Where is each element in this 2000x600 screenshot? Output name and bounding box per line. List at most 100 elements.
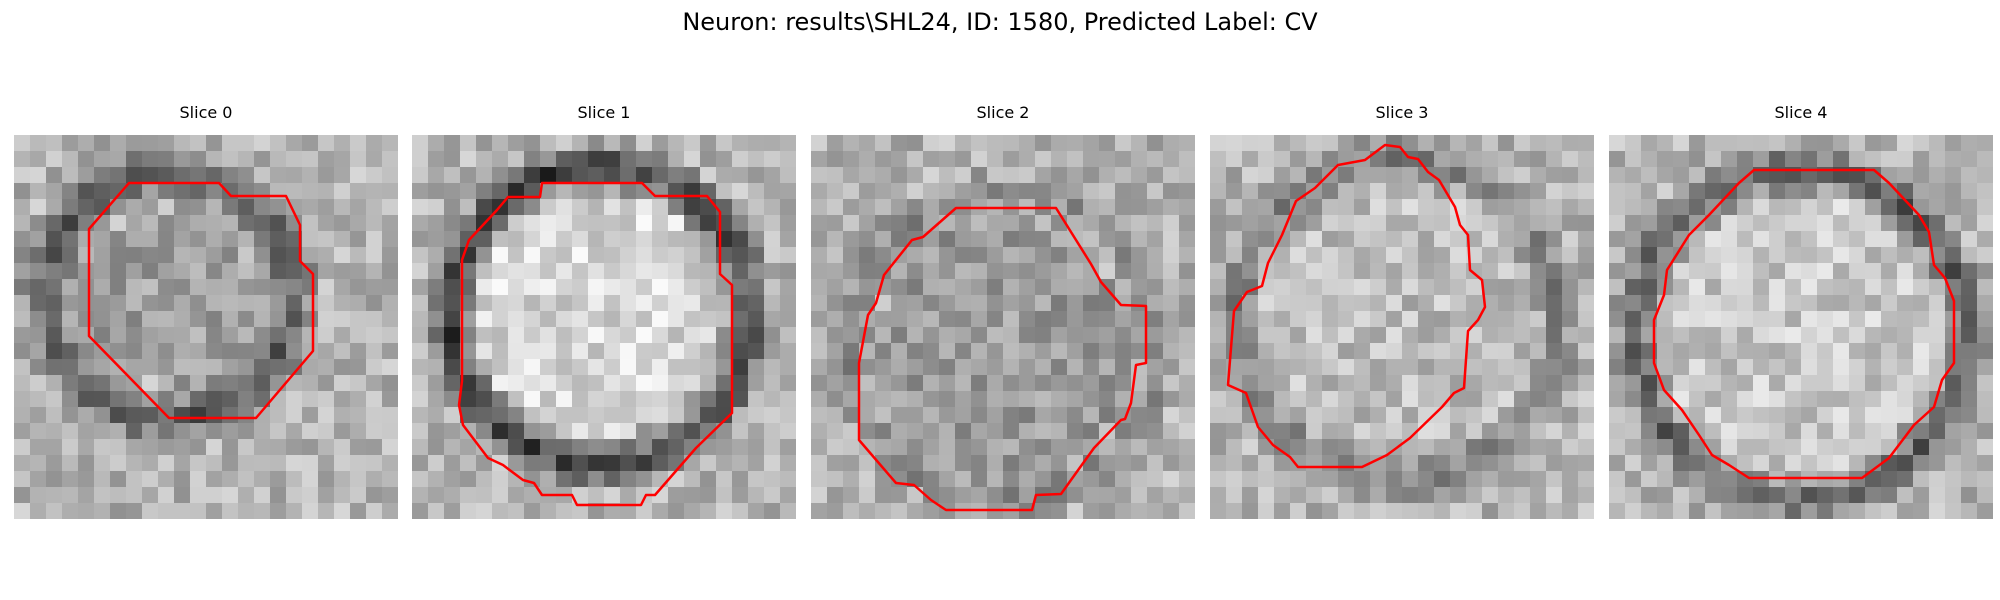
pixel xyxy=(1466,215,1482,231)
pixel xyxy=(1354,407,1370,423)
pixel xyxy=(588,151,604,167)
pixel xyxy=(110,407,126,423)
pixel xyxy=(1035,439,1051,455)
pixel xyxy=(1785,487,1801,503)
pixel xyxy=(1163,263,1179,279)
pixel xyxy=(1673,375,1689,391)
pixel xyxy=(382,263,398,279)
pixel xyxy=(1466,167,1482,183)
pixel xyxy=(827,407,843,423)
pixel xyxy=(428,311,444,327)
pixel xyxy=(1737,151,1753,167)
pixel xyxy=(780,215,796,231)
pixel xyxy=(875,439,891,455)
pixel xyxy=(1546,279,1562,295)
pixel xyxy=(891,423,907,439)
pixel xyxy=(1689,391,1705,407)
pixel xyxy=(1083,231,1099,247)
pixel xyxy=(1769,247,1785,263)
pixel xyxy=(572,311,588,327)
pixel xyxy=(1067,359,1083,375)
pixel xyxy=(1019,423,1035,439)
pixel xyxy=(923,391,939,407)
pixel xyxy=(588,471,604,487)
pixel xyxy=(1689,343,1705,359)
pixel xyxy=(732,231,748,247)
pixel xyxy=(62,327,78,343)
pixel xyxy=(1434,263,1450,279)
pixel xyxy=(1689,455,1705,471)
pixel xyxy=(1210,423,1226,439)
pixel xyxy=(1226,407,1242,423)
pixel xyxy=(174,471,190,487)
pixel xyxy=(923,183,939,199)
pixel xyxy=(1721,263,1737,279)
pixel xyxy=(1865,487,1881,503)
pixel xyxy=(1402,215,1418,231)
pixel xyxy=(1083,311,1099,327)
pixel xyxy=(1849,263,1865,279)
pixel xyxy=(923,327,939,343)
pixel xyxy=(334,439,350,455)
pixel xyxy=(334,375,350,391)
pixel xyxy=(1929,167,1945,183)
pixel xyxy=(1498,487,1514,503)
pixel xyxy=(286,231,302,247)
pixel xyxy=(716,151,732,167)
pixel xyxy=(971,215,987,231)
pixel xyxy=(412,455,428,471)
pixel xyxy=(62,295,78,311)
pixel xyxy=(30,455,46,471)
pixel xyxy=(1482,423,1498,439)
pixel xyxy=(1929,215,1945,231)
pixel xyxy=(206,279,222,295)
pixel xyxy=(206,199,222,215)
pixel xyxy=(302,215,318,231)
pixel xyxy=(78,359,94,375)
pixel xyxy=(987,407,1003,423)
pixel xyxy=(780,407,796,423)
pixel xyxy=(540,343,556,359)
pixel xyxy=(1242,311,1258,327)
pixel xyxy=(382,135,398,151)
pixel xyxy=(1625,359,1641,375)
pixel xyxy=(1450,151,1466,167)
pixel xyxy=(412,199,428,215)
pixel xyxy=(1226,263,1242,279)
pixel xyxy=(94,327,110,343)
pixel xyxy=(460,199,476,215)
pixel xyxy=(460,439,476,455)
pixel xyxy=(110,327,126,343)
pixel xyxy=(1418,183,1434,199)
pixel xyxy=(1833,135,1849,151)
pixel xyxy=(1418,327,1434,343)
pixel xyxy=(875,407,891,423)
pixel xyxy=(668,359,684,375)
pixel xyxy=(78,151,94,167)
pixel xyxy=(126,151,142,167)
pixel xyxy=(1482,487,1498,503)
pixel xyxy=(1721,183,1737,199)
pixel xyxy=(1498,503,1514,519)
pixel xyxy=(158,151,174,167)
pixel xyxy=(1514,487,1530,503)
pixel xyxy=(588,167,604,183)
pixel xyxy=(334,199,350,215)
pixel xyxy=(1450,167,1466,183)
pixel xyxy=(1562,487,1578,503)
pixel xyxy=(1530,375,1546,391)
pixel xyxy=(1290,263,1306,279)
pixel xyxy=(1450,455,1466,471)
pixel xyxy=(843,391,859,407)
pixel xyxy=(444,487,460,503)
pixel xyxy=(1290,231,1306,247)
pixel xyxy=(907,343,923,359)
pixel xyxy=(668,231,684,247)
pixel xyxy=(700,439,716,455)
pixel xyxy=(907,167,923,183)
pixel xyxy=(716,247,732,263)
pixel xyxy=(1019,471,1035,487)
pixel xyxy=(206,487,222,503)
pixel xyxy=(668,407,684,423)
pixel xyxy=(1945,487,1961,503)
